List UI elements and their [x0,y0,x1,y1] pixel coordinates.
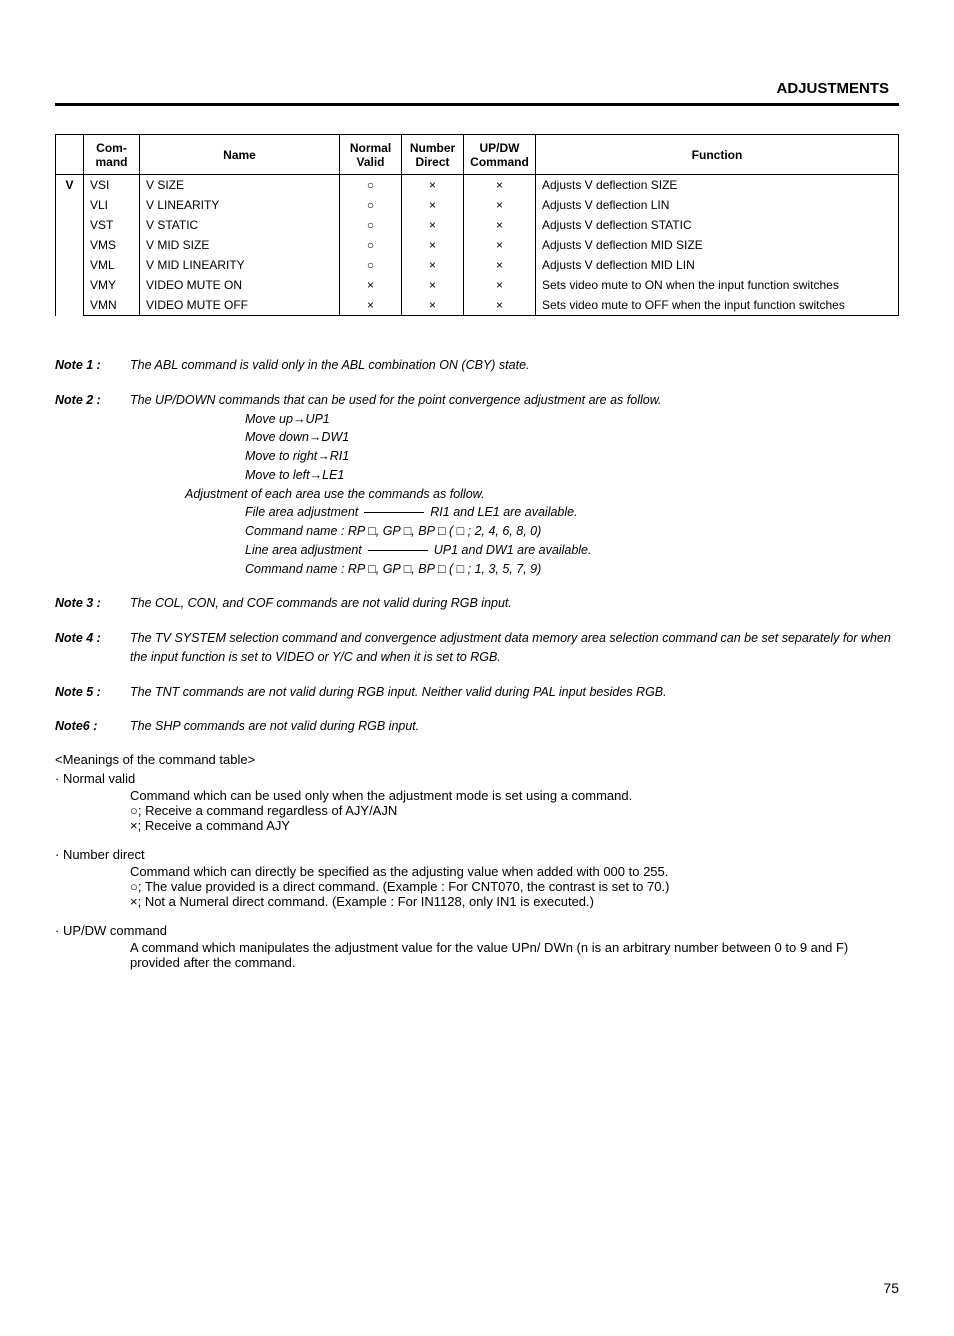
cell: ○ [340,235,402,255]
cell: Sets video mute to ON when the input fun… [536,275,899,295]
th-command: Com-mand [84,135,140,175]
cell: × [464,275,536,295]
meanings-title: <Meanings of the command table> [55,752,899,767]
cell: × [340,275,402,295]
cell: VIDEO MUTE ON [140,275,340,295]
table-row: VMYVIDEO MUTE ON×××Sets video mute to ON… [56,275,899,295]
th-number: NumberDirect [402,135,464,175]
cell: VST [84,215,140,235]
th-name: Name [140,135,340,175]
note-label: Note 4 : [55,629,130,667]
cell: V SIZE [140,175,340,196]
th-group [56,135,84,175]
cell: VMY [84,275,140,295]
table-row: VLIV LINEARITY○××Adjusts V deflection LI… [56,195,899,215]
cell: V LINEARITY [140,195,340,215]
bullet-line: ○; Receive a command regardless of AJY/A… [130,803,899,818]
cell: VML [84,255,140,275]
cell: × [402,195,464,215]
cell: Adjusts V deflection STATIC [536,215,899,235]
table-row: VMLV MID LINEARITY○××Adjusts V deflectio… [56,255,899,275]
note-label: Note6 : [55,717,130,736]
cell: × [464,215,536,235]
note-label: Note 2 : [55,391,130,579]
cell: ○ [340,215,402,235]
cell: × [402,255,464,275]
cell: × [464,195,536,215]
cell: × [402,175,464,196]
cell: ○ [340,255,402,275]
bullet-line: ×; Not a Numeral direct command. (Exampl… [130,894,899,909]
note: Note 4 :The TV SYSTEM selection command … [55,629,899,667]
cell: VMS [84,235,140,255]
note-body: The SHP commands are not valid during RG… [130,717,899,736]
note-label: Note 1 : [55,356,130,375]
note: Note 3 :The COL, CON, and COF commands a… [55,594,899,613]
note: Note 1 :The ABL command is valid only in… [55,356,899,375]
bullet-head: · Number direct [55,847,899,862]
cell: ○ [340,175,402,196]
cell: × [340,295,402,316]
notes-section: Note 1 :The ABL command is valid only in… [55,356,899,736]
bullet-head: · Normal valid [55,771,899,786]
cell: V STATIC [140,215,340,235]
note-body: The UP/DOWN commands that can be used fo… [130,391,899,579]
cell: VMN [84,295,140,316]
cell: VSI [84,175,140,196]
note: Note 2 :The UP/DOWN commands that can be… [55,391,899,579]
cell: Adjusts V deflection MID LIN [536,255,899,275]
th-normal: NormalValid [340,135,402,175]
cell: Adjusts V deflection LIN [536,195,899,215]
bullet-line: ○; The value provided is a direct comman… [130,879,899,894]
bullet-head: · UP/DW command [55,923,899,938]
meanings-bullet: · Normal valid Command which can be used … [55,771,899,833]
note-label: Note 3 : [55,594,130,613]
cell: VIDEO MUTE OFF [140,295,340,316]
cell: VLI [84,195,140,215]
note: Note 5 :The TNT commands are not valid d… [55,683,899,702]
page-header: ADJUSTMENTS [55,80,899,106]
th-function: Function [536,135,899,175]
note-label: Note 5 : [55,683,130,702]
note: Note6 :The SHP commands are not valid du… [55,717,899,736]
cell: Adjusts V deflection MID SIZE [536,235,899,255]
note-body: The ABL command is valid only in the ABL… [130,356,899,375]
bullet-line: A command which manipulates the adjustme… [130,940,899,970]
cell: × [402,215,464,235]
cell: Sets video mute to OFF when the input fu… [536,295,899,316]
cell: × [464,175,536,196]
note-body: The TNT commands are not valid during RG… [130,683,899,702]
bullet-line: Command which can be used only when the … [130,788,899,803]
th-updw: UP/DWCommand [464,135,536,175]
cell: × [402,295,464,316]
cell: × [464,255,536,275]
cell: × [402,275,464,295]
table-row: VMNVIDEO MUTE OFF×××Sets video mute to O… [56,295,899,316]
meanings-bullet: · UP/DW command A command which manipulat… [55,923,899,970]
cell: ○ [340,195,402,215]
page-number: 75 [883,1280,899,1296]
cell: V MID SIZE [140,235,340,255]
note-body: The COL, CON, and COF commands are not v… [130,594,899,613]
command-table: Com-mand Name NormalValid NumberDirect U… [55,134,899,316]
cell: × [464,235,536,255]
cell: Adjusts V deflection SIZE [536,175,899,196]
group-cell: V [56,175,84,316]
meanings-section: · Normal valid Command which can be used … [55,771,899,970]
cell: × [464,295,536,316]
cell: V MID LINEARITY [140,255,340,275]
bullet-line: ×; Receive a command AJY [130,818,899,833]
table-row: VVSIV SIZE○××Adjusts V deflection SIZE [56,175,899,196]
note-body: The TV SYSTEM selection command and conv… [130,629,899,667]
cell: × [402,235,464,255]
table-row: VMSV MID SIZE○××Adjusts V deflection MID… [56,235,899,255]
meanings-bullet: · Number direct Command which can directl… [55,847,899,909]
table-row: VSTV STATIC○××Adjusts V deflection STATI… [56,215,899,235]
bullet-line: Command which can directly be specified … [130,864,899,879]
